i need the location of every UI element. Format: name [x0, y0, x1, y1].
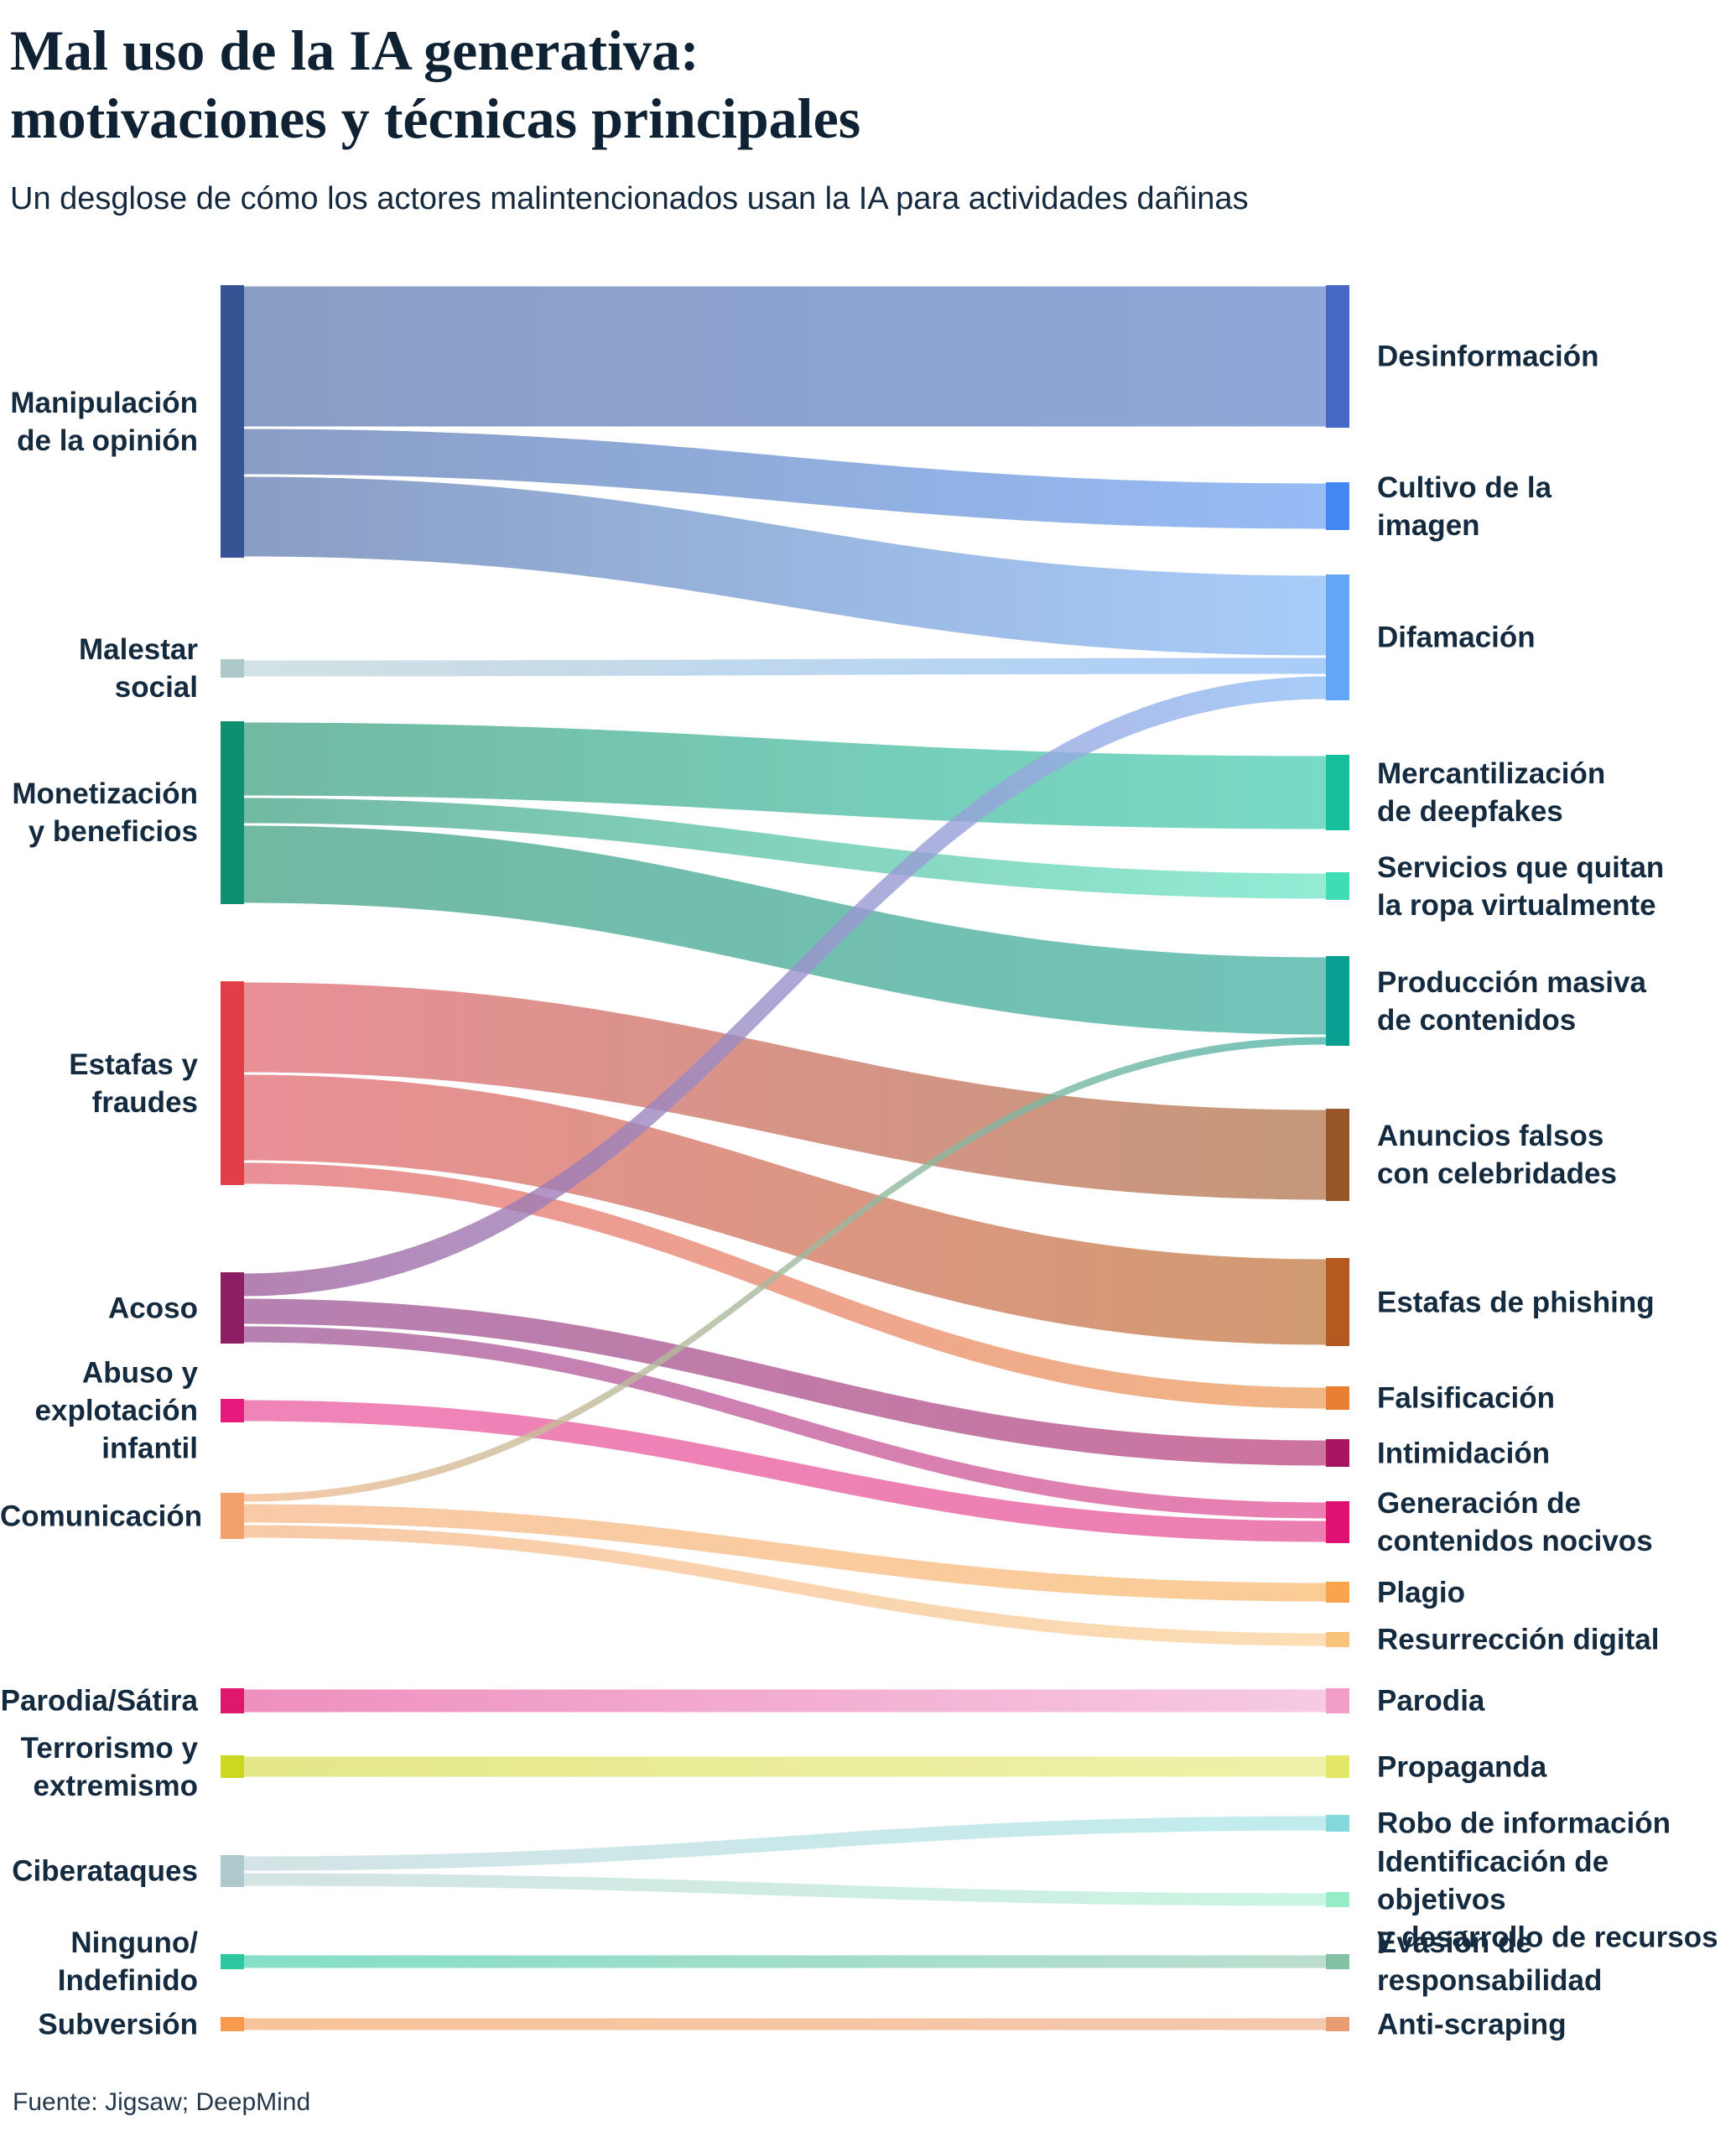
node-comunicacion	[221, 1493, 244, 1539]
flow-acoso-difamacion	[244, 676, 1326, 1297]
flow-acoso-intimidacion	[244, 1298, 1326, 1466]
flow-parodia_satira-parodia	[244, 1689, 1326, 1713]
flow-manipulacion-cultivo	[244, 429, 1326, 529]
node-acoso	[221, 1272, 244, 1344]
flow-estafas-phishing	[244, 1074, 1326, 1345]
flow-comunicacion-plagio	[244, 1504, 1326, 1602]
page-subtitle: Un desglose de cómo los actores malinten…	[10, 181, 1249, 216]
flow-ninguno-evasion	[244, 1955, 1326, 1968]
node-resurreccion	[1326, 1632, 1349, 1647]
node-plagio	[1326, 1582, 1349, 1603]
node-robo	[1326, 1815, 1349, 1832]
flow-ciberataques-identificacion	[244, 1873, 1326, 1906]
flow-ciberataques-robo	[244, 1816, 1326, 1871]
node-evasion	[1326, 1954, 1349, 1969]
node-difamacion	[1326, 574, 1349, 700]
flow-subversion-antiscraping	[244, 2018, 1326, 2030]
node-propaganda	[1326, 1755, 1349, 1778]
flow-monetizacion-produccion	[244, 825, 1326, 1035]
node-ciberataques	[221, 1855, 244, 1887]
node-identificacion	[1326, 1892, 1349, 1907]
node-desinformacion	[1326, 285, 1349, 428]
node-anuncios	[1326, 1109, 1349, 1201]
node-phishing	[1326, 1258, 1349, 1346]
node-falsificacion	[1326, 1386, 1349, 1410]
node-antiscraping	[1326, 2017, 1349, 2031]
node-subversion	[221, 2017, 244, 2031]
node-estafas	[221, 981, 244, 1185]
node-ninguno	[221, 1954, 244, 1969]
node-parodia	[1326, 1688, 1349, 1713]
flow-abuso-generacion	[244, 1400, 1326, 1542]
source-note: Fuente: Jigsaw; DeepMind	[13, 2088, 311, 2116]
flow-manipulacion-difamacion	[244, 476, 1326, 656]
node-manipulacion	[221, 285, 244, 558]
flow-monetizacion-servicios	[244, 798, 1326, 899]
node-parodia_satira	[221, 1688, 244, 1713]
node-malestar	[221, 659, 244, 678]
flow-comunicacion-produccion	[244, 1037, 1326, 1502]
node-intimidacion	[1326, 1439, 1349, 1467]
flow-terrorismo-propaganda	[244, 1756, 1326, 1777]
node-terrorismo	[221, 1755, 244, 1778]
page-title-line2: motivaciones y técnicas principales	[10, 86, 861, 150]
flow-manipulacion-desinformacion	[244, 286, 1326, 427]
page-title-line1: Mal uso de la IA generativa:	[10, 18, 699, 82]
node-servicios	[1326, 872, 1349, 900]
page-title: Mal uso de la IA generativa: motivacione…	[10, 17, 860, 153]
flow-estafas-falsificacion	[244, 1162, 1326, 1409]
flow-malestar-difamacion	[244, 658, 1326, 677]
node-produccion	[1326, 956, 1349, 1046]
node-mercantilizacion	[1326, 755, 1349, 830]
node-monetizacion	[221, 721, 244, 904]
node-abuso	[221, 1399, 244, 1422]
flow-monetizacion-mercantilizacion	[244, 722, 1326, 829]
flow-comunicacion-resurreccion	[244, 1525, 1326, 1646]
node-cultivo	[1326, 482, 1349, 530]
flow-acoso-generacion	[244, 1326, 1326, 1519]
flow-estafas-anuncios	[244, 982, 1326, 1200]
node-generacion	[1326, 1501, 1349, 1543]
